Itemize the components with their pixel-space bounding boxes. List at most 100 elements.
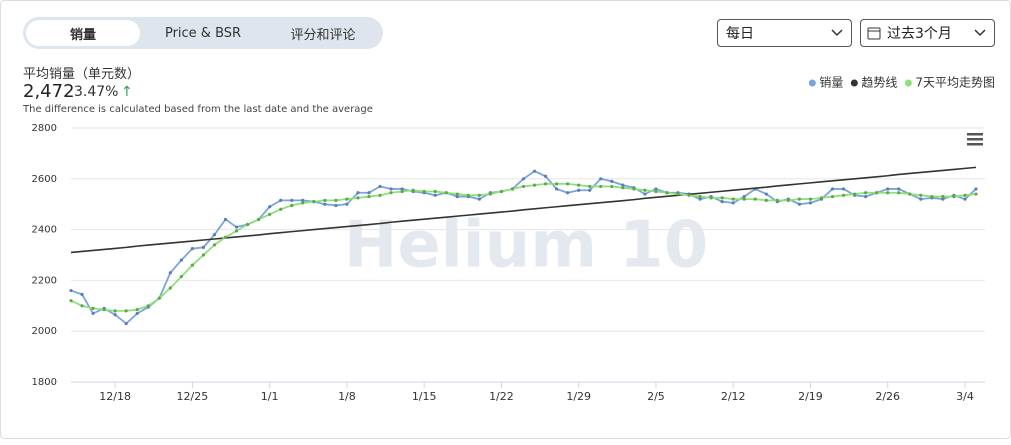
point	[610, 179, 614, 183]
point	[312, 200, 316, 204]
x-tick-label: 2/26	[875, 390, 900, 403]
point	[190, 247, 195, 251]
point	[367, 194, 371, 199]
chevron	[831, 29, 843, 37]
point	[963, 197, 967, 201]
point	[588, 184, 592, 189]
tab[interactable]: Price & BSR	[164, 25, 242, 41]
point	[279, 207, 283, 211]
select-text: 每日	[726, 26, 754, 42]
point	[389, 191, 393, 195]
point	[709, 196, 713, 200]
point	[290, 198, 294, 202]
point	[510, 187, 515, 191]
legend-swatch	[904, 79, 912, 87]
point	[864, 191, 868, 195]
point	[367, 191, 371, 195]
point	[279, 198, 283, 202]
point	[257, 217, 261, 222]
point	[268, 205, 272, 209]
point	[433, 193, 437, 197]
point	[720, 200, 724, 204]
point	[69, 299, 73, 303]
point	[411, 188, 415, 192]
point	[212, 243, 217, 247]
x-tick-label: 2/19	[798, 390, 823, 403]
point	[378, 184, 382, 189]
watermark: Helium 10	[344, 209, 708, 283]
point	[764, 198, 768, 202]
chevron	[974, 29, 986, 37]
point	[720, 196, 724, 200]
tab[interactable]: 销量	[26, 20, 140, 46]
point	[654, 187, 658, 191]
x-tick-label: 1/1	[261, 390, 279, 403]
legend-label: 销量	[819, 76, 843, 90]
point	[201, 253, 206, 257]
point	[753, 197, 757, 201]
legend-swatch	[850, 79, 858, 87]
x-tick-label: 2/12	[721, 390, 746, 403]
point	[676, 192, 680, 196]
interval-select[interactable]: 每日	[717, 19, 852, 47]
y-tick-label: 2200	[32, 275, 57, 286]
series-line	[70, 166, 977, 254]
point	[444, 191, 448, 195]
x-tick-label: 12/18	[99, 390, 131, 403]
point	[952, 194, 956, 199]
point	[356, 191, 360, 195]
point	[400, 189, 404, 194]
point	[555, 182, 559, 186]
point	[543, 174, 548, 178]
point	[797, 197, 802, 201]
point	[179, 274, 183, 279]
point	[908, 192, 912, 196]
range-select[interactable]: 过去3个月	[860, 19, 995, 47]
point	[146, 304, 150, 308]
point	[245, 222, 250, 227]
y-tick-label: 2600	[32, 174, 57, 185]
point	[179, 258, 183, 262]
tab[interactable]: 评分和评论	[290, 27, 356, 43]
x-tick-label: 1/15	[412, 390, 437, 403]
point	[290, 203, 294, 208]
y-tick-label: 2400	[32, 225, 57, 236]
point	[830, 194, 835, 199]
point	[301, 198, 305, 202]
point	[775, 198, 779, 202]
calendar-icon	[867, 27, 881, 40]
point	[643, 192, 647, 196]
legend-swatch	[808, 79, 816, 87]
summary-label: 平均销量（单元数）	[23, 67, 141, 82]
point	[389, 187, 393, 191]
legend-label: 趋势线	[861, 76, 897, 90]
point	[301, 201, 305, 205]
point	[356, 196, 360, 200]
point	[135, 308, 139, 312]
point	[466, 193, 470, 197]
y-tick-label: 2800	[32, 123, 57, 134]
point	[808, 201, 813, 205]
point	[268, 212, 272, 216]
point	[422, 189, 426, 194]
point	[190, 263, 195, 267]
point	[599, 184, 603, 189]
point	[941, 197, 945, 201]
point	[819, 196, 824, 200]
point	[323, 198, 327, 202]
point	[797, 202, 802, 206]
point	[621, 183, 625, 187]
point	[566, 191, 570, 195]
point	[477, 193, 481, 197]
point	[234, 229, 239, 233]
point	[742, 194, 746, 199]
tab-bar: 销量 Price & BSR 评分和评论	[23, 17, 383, 49]
point	[334, 198, 338, 202]
point	[731, 197, 735, 201]
point	[69, 288, 73, 293]
point	[897, 191, 901, 195]
point	[234, 225, 239, 229]
point	[930, 194, 934, 199]
point	[400, 187, 404, 191]
point	[698, 197, 702, 201]
